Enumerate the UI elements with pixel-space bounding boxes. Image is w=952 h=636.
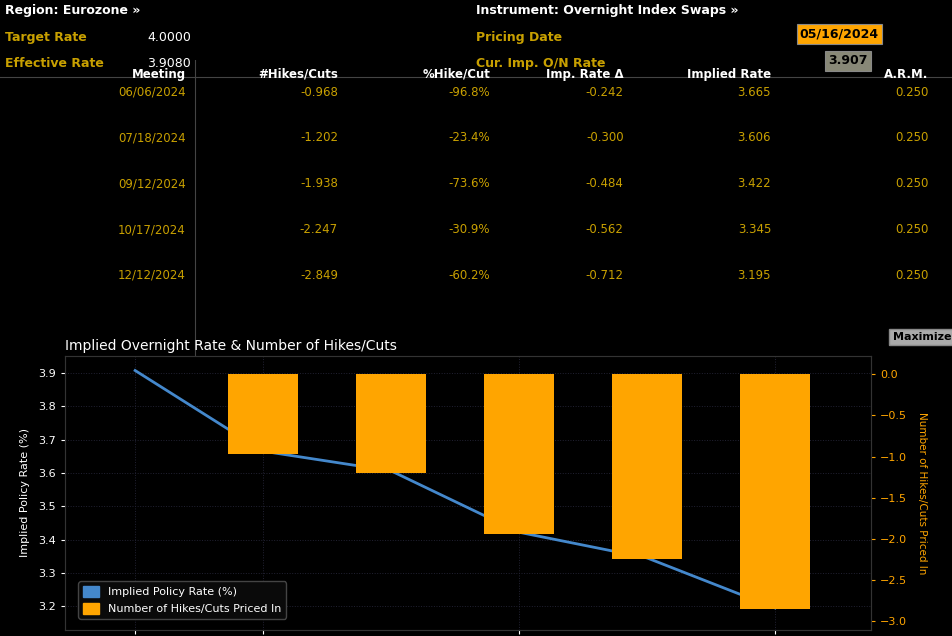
Text: -0.712: -0.712 <box>585 269 624 282</box>
Text: 09/12/2024: 09/12/2024 <box>118 177 186 190</box>
Text: Target Rate: Target Rate <box>5 31 87 43</box>
Text: 3.422: 3.422 <box>738 177 771 190</box>
Text: 0.250: 0.250 <box>895 269 928 282</box>
Text: 0.250: 0.250 <box>895 177 928 190</box>
Text: A.R.M.: A.R.M. <box>883 68 928 81</box>
Text: Pricing Date: Pricing Date <box>476 31 562 43</box>
Text: 3.195: 3.195 <box>738 269 771 282</box>
Text: Imp. Rate Δ: Imp. Rate Δ <box>545 68 624 81</box>
Text: -0.242: -0.242 <box>585 86 624 99</box>
Text: 3.907: 3.907 <box>828 55 867 67</box>
Text: Effective Rate: Effective Rate <box>5 57 104 71</box>
Text: -1.202: -1.202 <box>300 132 338 144</box>
Y-axis label: Implied Policy Rate (%): Implied Policy Rate (%) <box>20 429 30 557</box>
Y-axis label: Number of Hikes/Cuts Priced In: Number of Hikes/Cuts Priced In <box>917 411 926 574</box>
Text: 10/17/2024: 10/17/2024 <box>118 223 186 236</box>
Bar <box>484 374 554 534</box>
Text: %Hike/Cut: %Hike/Cut <box>423 68 490 81</box>
Text: 06/06/2024: 06/06/2024 <box>118 86 186 99</box>
Text: 12/12/2024: 12/12/2024 <box>118 269 186 282</box>
Text: 07/18/2024: 07/18/2024 <box>118 132 186 144</box>
Legend: Implied Policy Rate (%), Number of Hikes/Cuts Priced In: Implied Policy Rate (%), Number of Hikes… <box>78 581 287 619</box>
Text: -23.4%: -23.4% <box>448 132 490 144</box>
Text: 0.250: 0.250 <box>895 86 928 99</box>
Text: 3.345: 3.345 <box>738 223 771 236</box>
Bar <box>740 374 810 609</box>
Text: Maximize: Maximize <box>893 332 951 342</box>
Text: Region: Eurozone »: Region: Eurozone » <box>5 4 140 17</box>
Text: Meeting: Meeting <box>131 68 186 81</box>
Text: Cur. Imp. O/N Rate: Cur. Imp. O/N Rate <box>476 57 605 71</box>
Text: Implied Rate: Implied Rate <box>687 68 771 81</box>
Text: 4.0000: 4.0000 <box>148 31 191 43</box>
Text: 3.9080: 3.9080 <box>148 57 191 71</box>
Text: -2.849: -2.849 <box>300 269 338 282</box>
Text: 3.665: 3.665 <box>738 86 771 99</box>
Text: -96.8%: -96.8% <box>448 86 490 99</box>
Text: Implied Overnight Rate & Number of Hikes/Cuts: Implied Overnight Rate & Number of Hikes… <box>65 339 397 353</box>
Text: 05/16/2024: 05/16/2024 <box>800 27 879 41</box>
Text: 0.250: 0.250 <box>895 223 928 236</box>
Text: -60.2%: -60.2% <box>448 269 490 282</box>
Bar <box>612 374 683 560</box>
Text: 3.606: 3.606 <box>738 132 771 144</box>
Text: #Hikes/Cuts: #Hikes/Cuts <box>258 68 338 81</box>
Text: -0.300: -0.300 <box>585 132 624 144</box>
Text: 0.250: 0.250 <box>895 132 928 144</box>
Text: -0.562: -0.562 <box>585 223 624 236</box>
Bar <box>228 374 298 454</box>
Text: -0.484: -0.484 <box>585 177 624 190</box>
Text: -0.968: -0.968 <box>300 86 338 99</box>
Text: -2.247: -2.247 <box>300 223 338 236</box>
Text: -73.6%: -73.6% <box>448 177 490 190</box>
Bar <box>356 374 426 473</box>
Text: Instrument: Overnight Index Swaps »: Instrument: Overnight Index Swaps » <box>476 4 739 17</box>
Text: -30.9%: -30.9% <box>448 223 490 236</box>
Text: -1.938: -1.938 <box>300 177 338 190</box>
